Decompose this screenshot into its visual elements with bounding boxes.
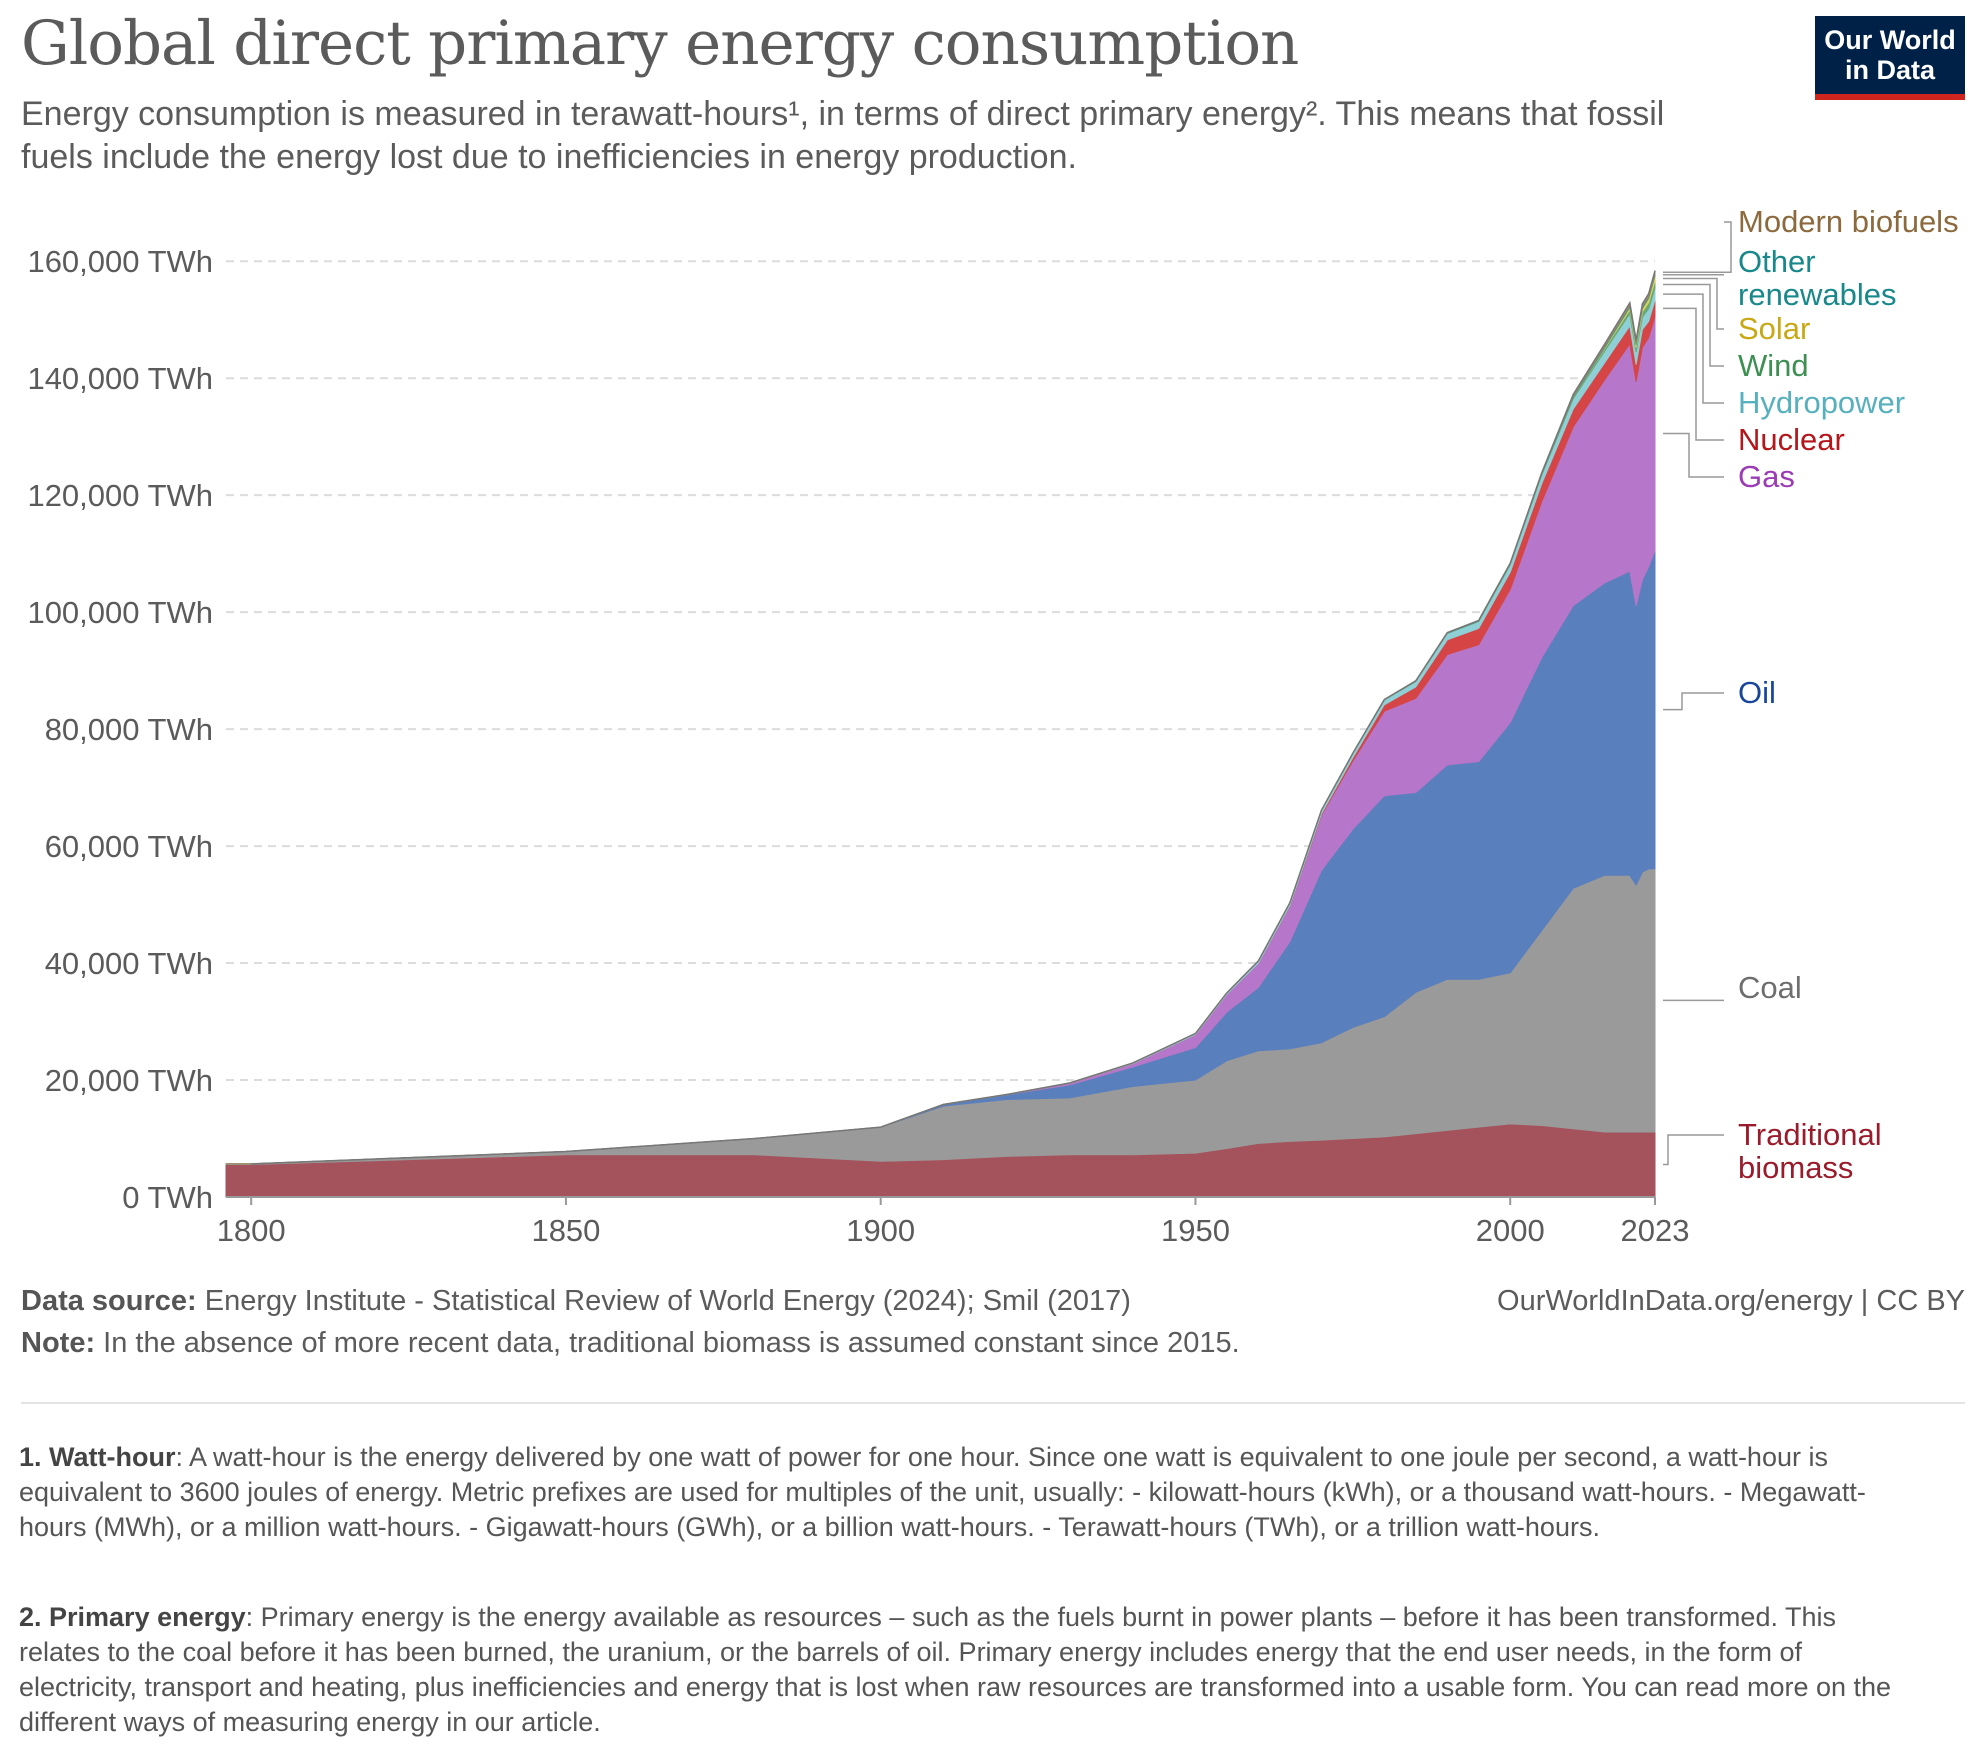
- series-label-other-renewables: Other renewables: [1738, 244, 1897, 312]
- logo-line-1: Our World: [1824, 25, 1956, 55]
- series-label-oil: Oil: [1738, 675, 1776, 710]
- data-source-label: Data source:: [21, 1285, 197, 1317]
- label-connector: [1663, 293, 1724, 404]
- series-label-hydropower: Hydropower: [1738, 385, 1905, 420]
- owid-url-link[interactable]: OurWorldInData.org/energy: [1497, 1285, 1853, 1317]
- data-source: Data source: Energy Institute - Statisti…: [21, 1285, 1131, 1318]
- series-label-coal: Coal: [1738, 970, 1802, 1005]
- chart-subtitle: Energy consumption is measured in terawa…: [21, 95, 1665, 176]
- note-label: Note:: [21, 1327, 96, 1359]
- chart-title: Global direct primary energy consumption: [21, 8, 1299, 79]
- y-tick-label: 140,000 TWh: [27, 361, 213, 396]
- y-tick-label: 60,000 TWh: [45, 829, 213, 864]
- y-tick-label: 0 TWh: [122, 1180, 213, 1215]
- source-link: OurWorldInData.org/energy | CC BY: [1497, 1285, 1965, 1318]
- footnote-label: 1. Watt-hour: [19, 1442, 176, 1472]
- footnote-text: : Primary energy is the energy available…: [19, 1602, 1892, 1737]
- x-tick-label: 1800: [217, 1213, 286, 1248]
- note-text: In the absence of more recent data, trad…: [103, 1327, 1240, 1359]
- label-connector: [1663, 1134, 1724, 1166]
- divider: [21, 1402, 1965, 1404]
- label-connector: [1663, 277, 1724, 330]
- footnote-text: : A watt-hour is the energy delivered by…: [19, 1442, 1866, 1542]
- area-series: [225, 270, 1656, 1198]
- series-label-modern-biofuels: Modern biofuels: [1738, 204, 1959, 239]
- label-connector: [1663, 307, 1724, 441]
- y-tick-label: 160,000 TWh: [27, 244, 213, 279]
- total-outline: [251, 270, 1656, 1165]
- series-labels: Traditional biomass Coal Oil GasNuclearHydro…: [1663, 204, 1959, 1185]
- x-tick-label: 1900: [846, 1213, 915, 1248]
- data-source-text: Energy Institute - Statistical Review of…: [204, 1285, 1131, 1317]
- label-connector: [1663, 221, 1732, 274]
- axes: 0 TWh 20,000 TWh 40,000 TWh 60,000 TWh 80,00…: [27, 244, 1689, 1248]
- series-label-gas: Gas: [1738, 459, 1795, 494]
- y-tick-label: 40,000 TWh: [45, 946, 213, 981]
- series-label-wind: Wind: [1738, 348, 1809, 383]
- y-tick-label: 120,000 TWh: [27, 478, 213, 513]
- chart-note: Note: In the absence of more recent data…: [21, 1327, 1240, 1360]
- y-tick-label: 100,000 TWh: [27, 595, 213, 630]
- footnote-primary-energy: 2. Primary energy: Primary energy is the…: [19, 1600, 1919, 1740]
- x-tick-label: 1950: [1161, 1213, 1230, 1248]
- series-label-traditional-biomass: Traditional biomass: [1738, 1117, 1882, 1185]
- series-label-nuclear: Nuclear: [1738, 422, 1845, 457]
- x-tick-label: 2000: [1476, 1213, 1545, 1248]
- license-text: | CC BY: [1860, 1285, 1965, 1317]
- x-tick-label: 2023: [1621, 1213, 1690, 1248]
- series-label-solar: Solar: [1738, 311, 1810, 346]
- label-connector: [1663, 283, 1724, 367]
- owid-logo[interactable]: Our World in Data: [1815, 16, 1965, 100]
- footnote-label: 2. Primary energy: [19, 1602, 246, 1632]
- label-connector: [1663, 432, 1724, 478]
- y-tick-label: 80,000 TWh: [45, 712, 213, 747]
- y-tick-label: 20,000 TWh: [45, 1063, 213, 1098]
- x-tick-label: 1850: [531, 1213, 600, 1248]
- footnote-watt-hour: 1. Watt-hour: A watt-hour is the energy …: [19, 1440, 1919, 1545]
- label-connector: [1663, 692, 1724, 711]
- logo-line-2: in Data: [1844, 55, 1936, 85]
- stacked-area-chart: 0 TWh 20,000 TWh 40,000 TWh 60,000 TWh 80,00…: [27, 204, 1959, 1248]
